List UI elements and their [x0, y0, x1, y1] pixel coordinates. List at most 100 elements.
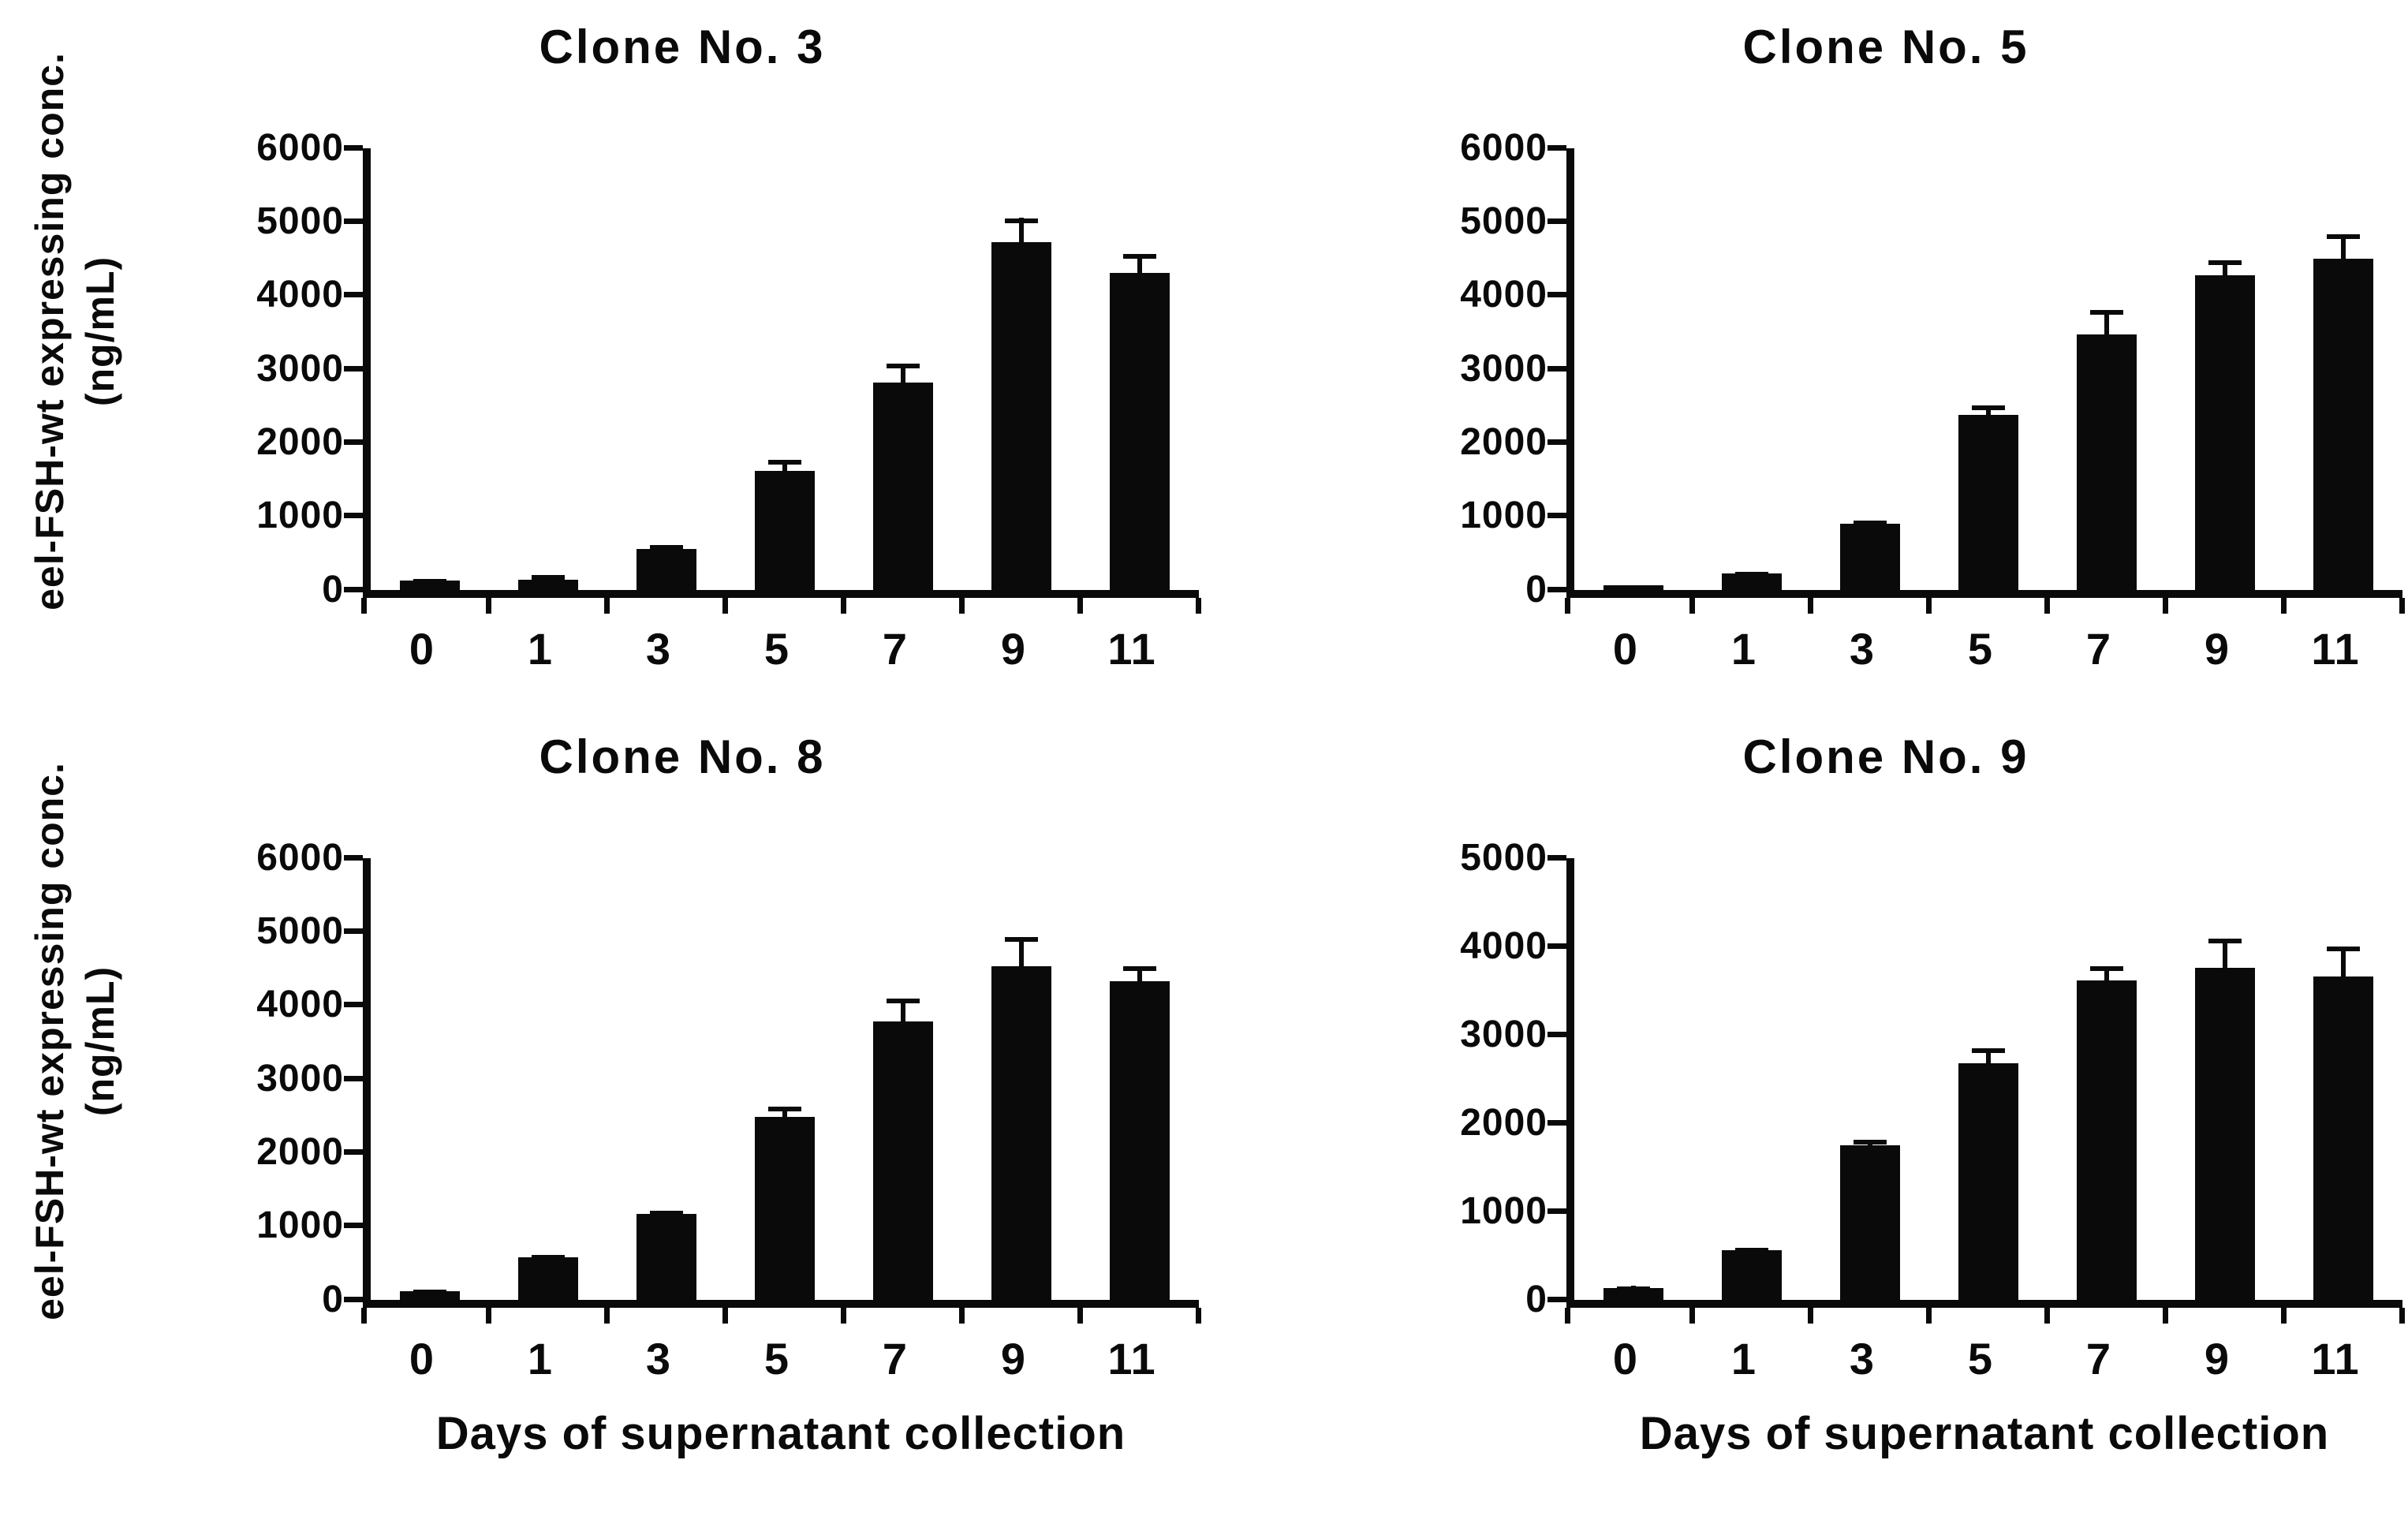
y-tick-labels: 0 1000 2000 3000 4000 5000 6000: [166, 838, 363, 1318]
chart-block: Clone No. 8 0 1000 2000 3000 4000 5000 6000 0 1…: [166, 710, 1204, 1460]
error-bar-stem: [901, 998, 905, 1021]
y-tick-mark: [344, 218, 363, 225]
x-tick-label: 3: [1849, 623, 1876, 674]
y-tick-mark: [1547, 586, 1566, 592]
y-tick-mark: [344, 586, 363, 592]
y-tick-label: 0: [1525, 1278, 1547, 1320]
bar-day-5: [755, 1116, 815, 1300]
y-tick-label: 3000: [1460, 1013, 1547, 1055]
x-tick-mark: [2281, 1307, 2287, 1324]
y-tick-label: 6000: [256, 836, 344, 879]
x-tick-label: 9: [1000, 1333, 1027, 1384]
error-bar-stem: [1986, 1047, 1991, 1063]
error-bar-stem: [2341, 946, 2346, 976]
chart-title: Clone No. 5: [1742, 21, 2029, 73]
y-tick-mark: [1547, 943, 1566, 949]
bar-day-1: [518, 1257, 578, 1300]
x-axis-label: Days of supernatant collection: [1639, 1407, 2330, 1459]
error-bar-cap: [1854, 1139, 1887, 1145]
error-bar-stem: [2223, 938, 2227, 968]
y-tick-mark: [1547, 439, 1566, 446]
x-tick-label: 7: [882, 1333, 909, 1384]
bar-day-5: [1958, 414, 2018, 590]
error-bar-stem: [1986, 405, 1991, 415]
x-tick-mark: [2399, 1307, 2405, 1324]
x-tick-label: 11: [1107, 1333, 1156, 1384]
plot-area: [344, 854, 1201, 1324]
error-bar-cap: [413, 578, 446, 584]
error-bar-stem: [1137, 254, 1142, 273]
x-tick-label: 5: [763, 623, 790, 674]
x-tick-label: 7: [2085, 1333, 2112, 1384]
error-bar-cap: [2090, 309, 2123, 315]
error-bar-cap: [2327, 233, 2360, 239]
y-tick-label: 5000: [256, 200, 344, 243]
x-tick-mark: [1926, 1307, 1932, 1324]
y-tick-mark: [344, 513, 363, 519]
error-bar-stem: [2104, 309, 2109, 334]
y-tick-label: 4000: [1460, 274, 1547, 316]
bar-day-0: [1603, 584, 1663, 590]
x-tick-label: 5: [1967, 1333, 1994, 1384]
x-tick-mark: [841, 597, 846, 614]
x-tick-mark: [1077, 597, 1083, 614]
plot-area: [344, 144, 1201, 614]
y-tick-mark: [344, 439, 363, 446]
error-bar-cap: [413, 1289, 446, 1294]
bar-day-5: [1958, 1062, 2018, 1300]
y-tick-mark: [1547, 144, 1566, 151]
x-tick-label: 11: [2311, 1333, 2360, 1384]
y-tick-mark: [1547, 292, 1566, 298]
bar-day-11: [1110, 272, 1170, 590]
x-tick-label: 9: [2204, 1333, 2231, 1384]
x-tick-label: 9: [2204, 623, 2231, 674]
chart-panel-bottom-left: eel-FSH-wt expressing conc. (ng/mL) Clon…: [0, 710, 1204, 1531]
bar-day-1: [1722, 1249, 1782, 1300]
x-tick-mark: [2399, 597, 2405, 614]
error-bar-cap: [532, 1254, 565, 1260]
x-tick-mark: [841, 1307, 846, 1324]
x-tick-label: 0: [1612, 623, 1639, 674]
y-tick-label: 5000: [256, 910, 344, 953]
y-tick-mark: [344, 365, 363, 372]
y-tick-mark: [344, 144, 363, 151]
y-axis-label-line2: (ng/mL): [78, 256, 122, 407]
x-tick-label: 1: [1730, 623, 1757, 674]
y-tick-mark: [1547, 854, 1566, 861]
y-tick-label: 1000: [256, 495, 344, 537]
error-bar-cap: [768, 1106, 801, 1111]
y-tick-label: 2000: [1460, 1101, 1547, 1144]
y-tick-label: 0: [322, 568, 344, 611]
error-bar-cap: [1735, 1247, 1768, 1253]
plot-area: [1547, 854, 2405, 1324]
x-tick-mark: [722, 597, 728, 614]
plot-wrapper: 0 1000 2000 3000 4000 5000 6000: [166, 129, 1204, 614]
error-bar-cap: [1617, 1286, 1650, 1291]
x-tick-mark: [1808, 1307, 1813, 1324]
y-tick-label: 0: [322, 1278, 344, 1320]
x-tick-labels: 0 1 3 5 7 9 11: [1566, 1308, 2402, 1396]
x-tick-label: 7: [882, 623, 909, 674]
bar-day-11: [2313, 258, 2373, 590]
x-tick-label: 11: [1107, 623, 1156, 674]
bar-day-1: [1722, 573, 1782, 590]
error-bar-cap: [887, 363, 920, 368]
error-bar-stem: [782, 459, 787, 471]
error-bar-cap: [1972, 1047, 2005, 1053]
y-tick-label: 5000: [1460, 836, 1547, 879]
x-tick-label: 3: [645, 1333, 672, 1384]
y-tick-mark: [344, 1223, 363, 1229]
y-tick-mark: [1547, 1119, 1566, 1126]
x-tick-mark: [604, 597, 610, 614]
error-bar-stem: [2341, 233, 2346, 259]
error-bar-cap: [768, 459, 801, 465]
bar-day-0: [400, 1290, 460, 1300]
chart-block: Clone No. 9 0 1000 2000 3000 4000 5000 0 1 3 5 7 9…: [1369, 710, 2408, 1460]
y-tick-label: 4000: [1460, 924, 1547, 967]
error-bar-cap: [1123, 253, 1156, 259]
chart-title: Clone No. 8: [539, 730, 826, 783]
error-bar-stem: [2223, 260, 2227, 275]
chart-panel-bottom-right: eel-FSH-wt expressing conc. (ng/mL) Clon…: [1204, 710, 2408, 1531]
bar-day-7: [2077, 980, 2137, 1300]
y-tick-mark: [344, 1296, 363, 1302]
